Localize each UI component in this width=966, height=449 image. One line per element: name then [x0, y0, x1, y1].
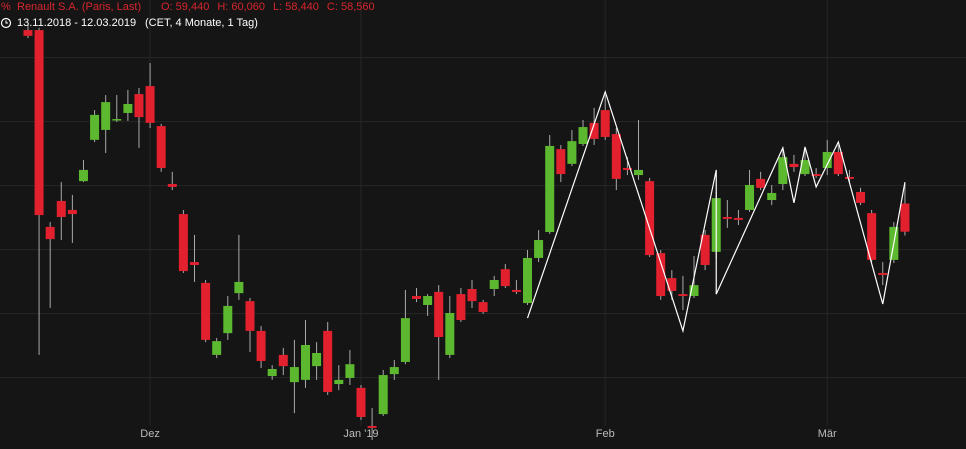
ohlc: O: 59,440 H: 60,060 L: 58,440 C: 58,560 [161, 1, 375, 13]
header-icon: % [1, 1, 11, 13]
candle-body [622, 168, 632, 170]
candle-body [78, 169, 88, 182]
candle-body [500, 269, 510, 287]
candle-body [600, 110, 610, 137]
candle-body [278, 354, 288, 367]
ohlc-value: O: 59,440 [161, 1, 209, 13]
candles [23, 24, 910, 441]
candle-body [589, 122, 599, 139]
candle-body [523, 257, 533, 304]
candle-body [789, 163, 799, 168]
candle-body [833, 152, 843, 175]
candle-body [733, 217, 743, 220]
candle-body [800, 160, 810, 175]
candle-body [678, 294, 688, 297]
candle-body [456, 294, 466, 321]
candle-body [356, 387, 366, 417]
candle-body [134, 94, 144, 118]
candle-body [245, 301, 255, 331]
ohlc-value: L: 58,440 [273, 1, 319, 13]
candle-body [201, 282, 211, 340]
ohlc-value: C: 58,560 [327, 1, 375, 13]
candle-body [123, 104, 133, 113]
candle-body [822, 152, 832, 169]
candle-body [689, 285, 699, 297]
candle-body [34, 30, 44, 216]
candle-body [212, 341, 222, 355]
candle-body [312, 352, 322, 367]
candle-body [611, 134, 621, 179]
candle-body [334, 379, 344, 385]
candle-body [234, 281, 244, 294]
candle-body [45, 226, 55, 240]
clock-icon [0, 17, 12, 29]
instrument: Renault S.A. (Paris, Last) [17, 1, 141, 13]
candle-body [400, 318, 410, 362]
candle-body [378, 375, 388, 415]
candle-body [534, 240, 544, 258]
candle-body [267, 368, 277, 377]
candle-body [112, 119, 122, 121]
range-info: (CET, 4 Monate, 1 Tag) [145, 17, 258, 29]
candle-body [56, 200, 66, 217]
candle-body [556, 149, 566, 175]
candle-body [511, 289, 521, 292]
candle-body [289, 367, 299, 383]
candle-body [90, 114, 100, 140]
candle-body [389, 367, 399, 375]
candle-body [811, 174, 821, 177]
candle-body [423, 296, 433, 305]
zigzag-line [526, 89, 906, 334]
candle-body [856, 192, 866, 203]
x-tick-label: Feb [596, 428, 615, 440]
x-tick-label: Mär [818, 428, 837, 440]
clock-hand [5, 20, 8, 24]
candle-body [656, 253, 666, 297]
candle-body [745, 184, 755, 210]
candle-body [778, 157, 788, 185]
candle-body [756, 178, 766, 188]
candle-body [323, 330, 333, 393]
candle-body [445, 312, 455, 355]
candle-body [223, 305, 233, 334]
candle-body [300, 344, 310, 380]
candle-body [722, 216, 732, 219]
date-range: 13.11.2018 - 12.03.2019 [17, 17, 136, 29]
ohlc-value: H: 60,060 [217, 1, 265, 13]
candle-body [878, 272, 888, 275]
candle-body [578, 127, 588, 145]
candle-body [367, 425, 377, 428]
candle-body [634, 169, 644, 176]
candle-body [189, 262, 199, 265]
candle-body [178, 214, 188, 272]
x-tick-label: Dez [140, 428, 160, 440]
candle-body [101, 102, 111, 130]
candle-body [345, 364, 355, 378]
candle-body [767, 192, 777, 201]
candle-body [67, 209, 77, 215]
candle-body [256, 330, 266, 361]
x-tick-label: Jan '19 [343, 428, 378, 440]
candle-body [844, 176, 854, 179]
candle-body [467, 288, 477, 302]
candle-body [545, 145, 555, 233]
candle-body [645, 181, 655, 256]
candle-body [567, 141, 577, 164]
header: % Renault S.A. (Paris, Last) O: 59,440 H:… [0, 1, 375, 29]
candle-body [489, 280, 499, 289]
candle-body [145, 86, 155, 123]
candle-body [667, 278, 677, 291]
candle-body [412, 296, 422, 299]
candle-body [167, 184, 177, 187]
candle-body [478, 302, 488, 313]
candle-body [900, 203, 910, 232]
candle-body [700, 234, 710, 265]
candle-body [434, 291, 444, 337]
candle-body [23, 30, 33, 36]
grid: Dez Jan '19 Feb Mär [0, 0, 966, 440]
candle-body [156, 126, 166, 169]
candle-body [867, 213, 877, 260]
